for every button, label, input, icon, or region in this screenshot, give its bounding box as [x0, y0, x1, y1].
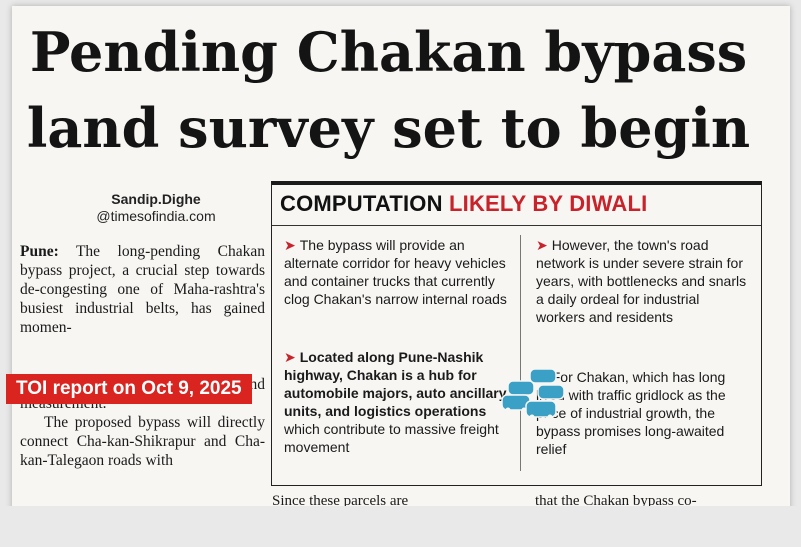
bullet-3-text: However, the town's road network is unde…	[536, 237, 747, 325]
article-column: Pune: The long-pending Chakan bypass pro…	[20, 242, 265, 470]
bullet-1: ➤ The bypass will provide an alternate co…	[284, 236, 516, 308]
bullet-2-text: which contribute to massive freight move…	[284, 421, 499, 455]
paragraph-2: The proposed bypass will directly connec…	[20, 414, 265, 469]
traffic-cars-icon	[501, 368, 565, 420]
headline-line-2: land survey set to begin	[26, 96, 751, 160]
newspaper-clipping	[12, 6, 790, 542]
bullet-4-text: For Chakan, which has long lived with tr…	[536, 369, 726, 457]
bottom-text-left: Since these parcels are	[272, 493, 409, 509]
box-title-red: LIKELY BY DIWALI	[449, 191, 648, 216]
arrow-icon: ➤	[536, 237, 548, 253]
torn-edge	[0, 506, 801, 547]
highlights-box: COMPUTATION LIKELY BY DIWALI ➤ The bypass…	[271, 181, 762, 486]
arrow-icon: ➤	[284, 237, 296, 253]
box-title: COMPUTATION LIKELY BY DIWALI	[280, 191, 647, 217]
bullet-4: ➤For Chakan, which has long lived with t…	[536, 368, 751, 458]
byline: Sandip.Dighe @timesofindia.com	[96, 191, 216, 225]
report-date-tag: TOI report on Oct 9, 2025	[6, 374, 252, 404]
dateline: Pune:	[20, 243, 59, 260]
arrow-icon: ➤	[284, 349, 296, 365]
headline-line-1: Pending Chakan bypass	[29, 20, 748, 84]
bottom-text-right: that the Chakan bypass co-	[535, 493, 697, 509]
column-divider	[520, 235, 521, 471]
bullet-3: ➤ However, the town's road network is und…	[536, 236, 751, 326]
author-handle: @timesofindia.com	[96, 208, 216, 224]
box-title-black: COMPUTATION	[280, 191, 443, 216]
paragraph-1-text: The long-pending Chakan bypass project, …	[20, 243, 265, 336]
bullet-2-bold: Located along Pune-Nashik highway, Chaka…	[284, 349, 507, 419]
bullet-2: ➤ Located along Pune-Nashik highway, Chak…	[284, 348, 516, 456]
paragraph-1: Pune: The long-pending Chakan bypass pro…	[20, 242, 265, 337]
author-name: Sandip.Dighe	[111, 191, 201, 207]
box-rule	[272, 225, 761, 226]
bullet-1-text: The bypass will provide an alternate cor…	[284, 237, 507, 307]
